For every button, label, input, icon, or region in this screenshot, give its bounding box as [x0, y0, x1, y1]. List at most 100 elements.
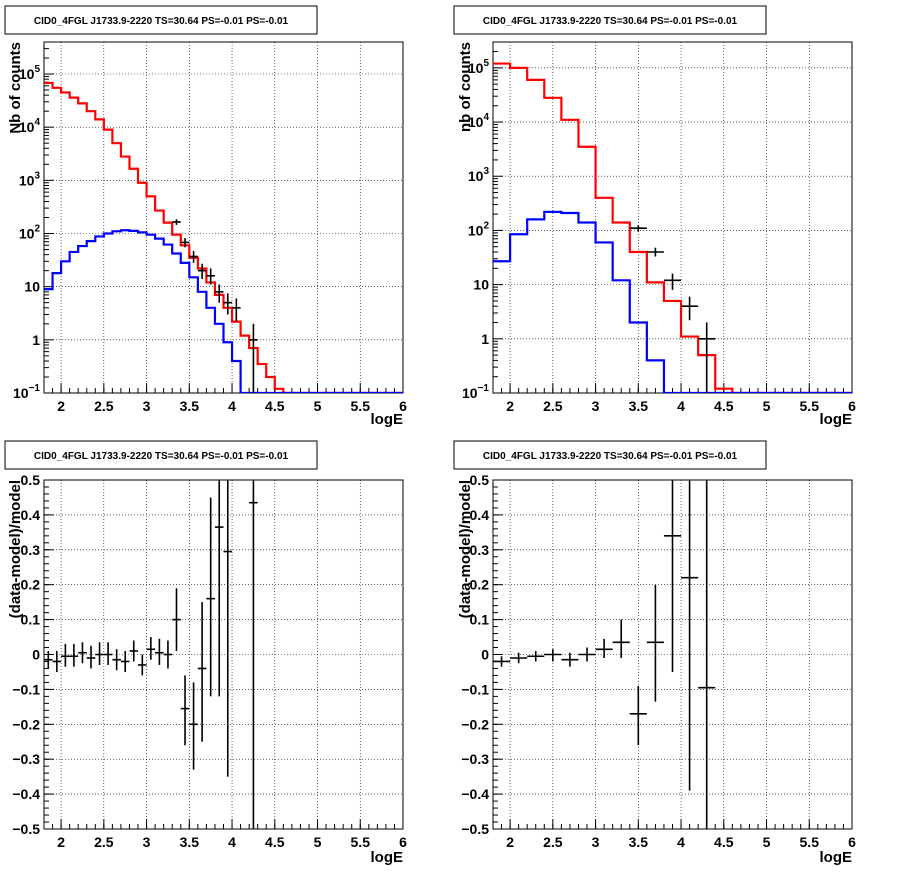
- x-tick-label: 2.5: [543, 834, 563, 850]
- x-tick-label: 3.5: [629, 834, 649, 850]
- x-tick-label: 6: [399, 834, 407, 850]
- chart-title: CID0_4FGL J1733.9-2220 TS=30.64 PS=-0.01…: [483, 16, 738, 27]
- x-tick-label: 2.5: [94, 834, 114, 850]
- y-tick-label: 0: [481, 647, 489, 663]
- y-tick-label: 102: [19, 224, 41, 242]
- y-tick-label: 0.4: [21, 507, 41, 523]
- y-tick-label: 1: [481, 331, 489, 347]
- x-tick-label: 3.5: [180, 398, 200, 414]
- data-point: [61, 644, 70, 667]
- y-tick-label: 102: [468, 220, 490, 238]
- plot-panel-2: CID0_4FGL J1733.9-2220 TS=30.64 PS=-0.01…: [453, 5, 856, 428]
- x-tick-label: 2: [57, 834, 65, 850]
- data-point: [223, 480, 233, 777]
- y-tick-label: −0.3: [461, 751, 489, 767]
- x-tick-label: 3: [143, 834, 151, 850]
- x-tick-label: 5: [314, 398, 322, 414]
- data-point: [223, 293, 233, 315]
- data-point: [527, 651, 545, 662]
- data-point: [249, 480, 258, 829]
- y-tick-label: 10−1: [462, 383, 489, 401]
- data-point: [698, 322, 716, 393]
- x-tick-label: 4: [228, 398, 236, 414]
- data-point: [69, 644, 79, 667]
- data-point: [103, 642, 113, 665]
- y-tick-label: 0.1: [21, 612, 41, 628]
- x-tick-label: 3.5: [180, 834, 200, 850]
- x-tick-label: 3: [592, 398, 600, 414]
- x-tick-label: 4: [228, 834, 236, 850]
- y-tick-label: 0.3: [21, 542, 41, 558]
- x-tick-label: 2: [57, 398, 65, 414]
- data-point: [206, 497, 215, 697]
- y-tick-label: 103: [19, 170, 41, 188]
- x-tick-label: 5: [314, 834, 322, 850]
- data-point: [493, 656, 511, 667]
- plot-data: [493, 62, 852, 393]
- y-tick-label: 0.5: [21, 472, 41, 488]
- data-point: [232, 298, 241, 322]
- x-tick-label: 6: [848, 834, 856, 850]
- y-tick-label: 0.2: [21, 577, 41, 593]
- y-tick-label: −0.1: [12, 681, 40, 697]
- data-point: [172, 219, 181, 225]
- chart-title: CID0_4FGL J1733.9-2220 TS=30.64 PS=-0.01…: [483, 451, 738, 462]
- data-point: [561, 652, 579, 667]
- plot-data: [493, 480, 716, 829]
- y-tick-label: 105: [468, 58, 490, 76]
- data-point: [78, 642, 87, 664]
- x-tick-label: 5: [763, 398, 771, 414]
- y-tick-label: 0.2: [470, 577, 490, 593]
- y-tick-label: −0.4: [12, 786, 40, 802]
- x-tick-label: 4.5: [714, 398, 734, 414]
- data-point: [138, 654, 147, 676]
- title-box: [453, 440, 767, 470]
- y-axis-label: nb of counts: [457, 42, 474, 132]
- plot-data: [44, 480, 258, 829]
- data-point: [612, 619, 630, 658]
- data-point: [681, 296, 699, 321]
- data-point: [510, 652, 528, 664]
- data-point: [578, 647, 596, 662]
- data-point: [172, 588, 181, 652]
- data-point: [95, 642, 104, 665]
- title-box: [453, 5, 767, 35]
- x-axis-label: logE: [371, 411, 404, 428]
- x-axis-label: logE: [820, 849, 853, 866]
- y-axis-label: Nb of counts: [7, 42, 24, 134]
- data-point: [214, 284, 224, 303]
- y-tick-label: 103: [468, 166, 490, 184]
- data-point: [544, 649, 562, 662]
- data-point: [681, 480, 699, 791]
- y-tick-label: −0.5: [461, 821, 489, 837]
- title-box: [4, 5, 318, 35]
- y-tick-label: 0.1: [470, 612, 490, 628]
- data-point: [180, 675, 190, 746]
- x-axis-label: logE: [371, 849, 404, 866]
- plot-panel-3: CID0_4FGL J1733.9-2220 TS=30.64 PS=-0.01…: [4, 440, 407, 866]
- y-tick-label: 105: [19, 64, 41, 82]
- y-tick-label: 0.4: [470, 507, 490, 523]
- x-tick-label: 2.5: [543, 398, 563, 414]
- x-tick-label: 2.5: [94, 398, 114, 414]
- x-tick-label: 2: [506, 398, 514, 414]
- data-point: [44, 651, 53, 669]
- data-point: [189, 682, 198, 770]
- y-tick-label: −0.5: [12, 821, 40, 837]
- y-tick-label: 0.3: [470, 542, 490, 558]
- y-tick-label: −0.1: [461, 681, 489, 697]
- x-tick-label: 5.5: [800, 834, 820, 850]
- data-point: [189, 250, 198, 263]
- y-tick-label: 10−1: [13, 383, 40, 401]
- x-tick-label: 4.5: [265, 398, 285, 414]
- x-tick-label: 3: [143, 398, 151, 414]
- histogram-series-line: [44, 229, 403, 393]
- x-tick-label: 2: [506, 834, 514, 850]
- x-tick-label: 4: [677, 834, 685, 850]
- x-tick-label: 5.5: [351, 398, 371, 414]
- data-point: [180, 238, 190, 248]
- y-tick-label: 104: [468, 112, 490, 130]
- x-tick-label: 6: [399, 398, 407, 414]
- data-point: [629, 225, 647, 232]
